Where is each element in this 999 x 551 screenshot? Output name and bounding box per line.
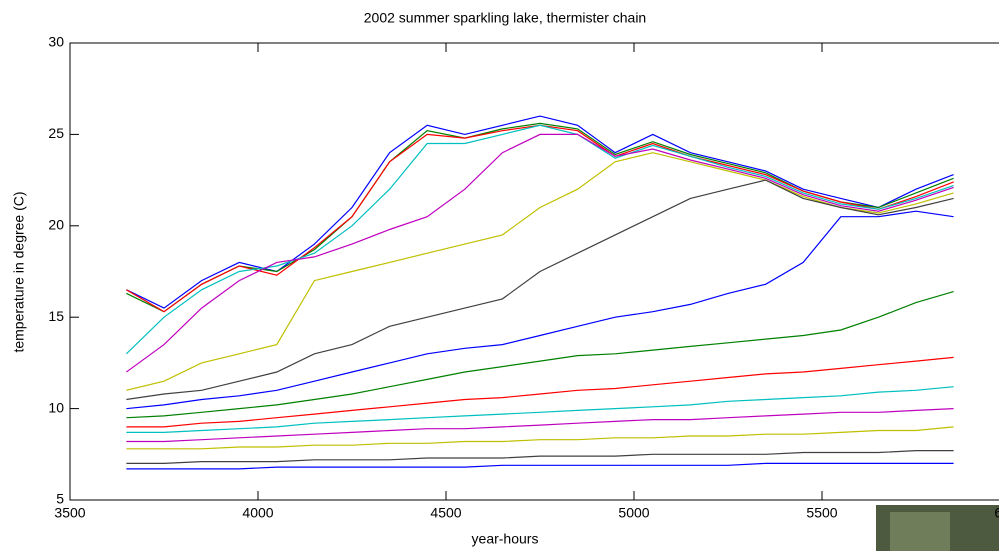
- data-line: [126, 210, 954, 410]
- plot-area: [125, 115, 954, 470]
- data-line: [126, 386, 954, 433]
- data-line: [126, 291, 954, 419]
- data-line: [126, 179, 954, 401]
- data-line: [126, 152, 954, 391]
- y-tick-label: 30: [48, 34, 64, 50]
- y-tick-label: 25: [48, 125, 64, 141]
- x-tick-label: 3500: [54, 505, 85, 521]
- data-line: [126, 426, 954, 450]
- y-tick-label: 15: [48, 308, 64, 324]
- x-axis-label: year-hours: [472, 531, 539, 547]
- y-axis-label: temperature in degree (C): [11, 191, 27, 352]
- x-tick-label: 6000: [994, 505, 999, 521]
- axes-box: [69, 42, 999, 501]
- chart-title: 2002 summer sparkling lake, thermister c…: [364, 10, 646, 26]
- photo-detail: [890, 512, 950, 551]
- data-line: [126, 462, 954, 470]
- y-tick-label: 10: [48, 399, 64, 415]
- x-tick-label: 4500: [430, 505, 461, 521]
- x-tick-label: 5000: [618, 505, 649, 521]
- data-line: [126, 450, 954, 464]
- y-tick-label: 5: [56, 491, 64, 507]
- data-line: [126, 408, 954, 443]
- x-tick-label: 5500: [806, 505, 837, 521]
- data-line: [126, 356, 954, 428]
- data-line: [126, 133, 954, 373]
- y-tick-label: 20: [48, 217, 64, 233]
- x-tick-label: 4000: [242, 505, 273, 521]
